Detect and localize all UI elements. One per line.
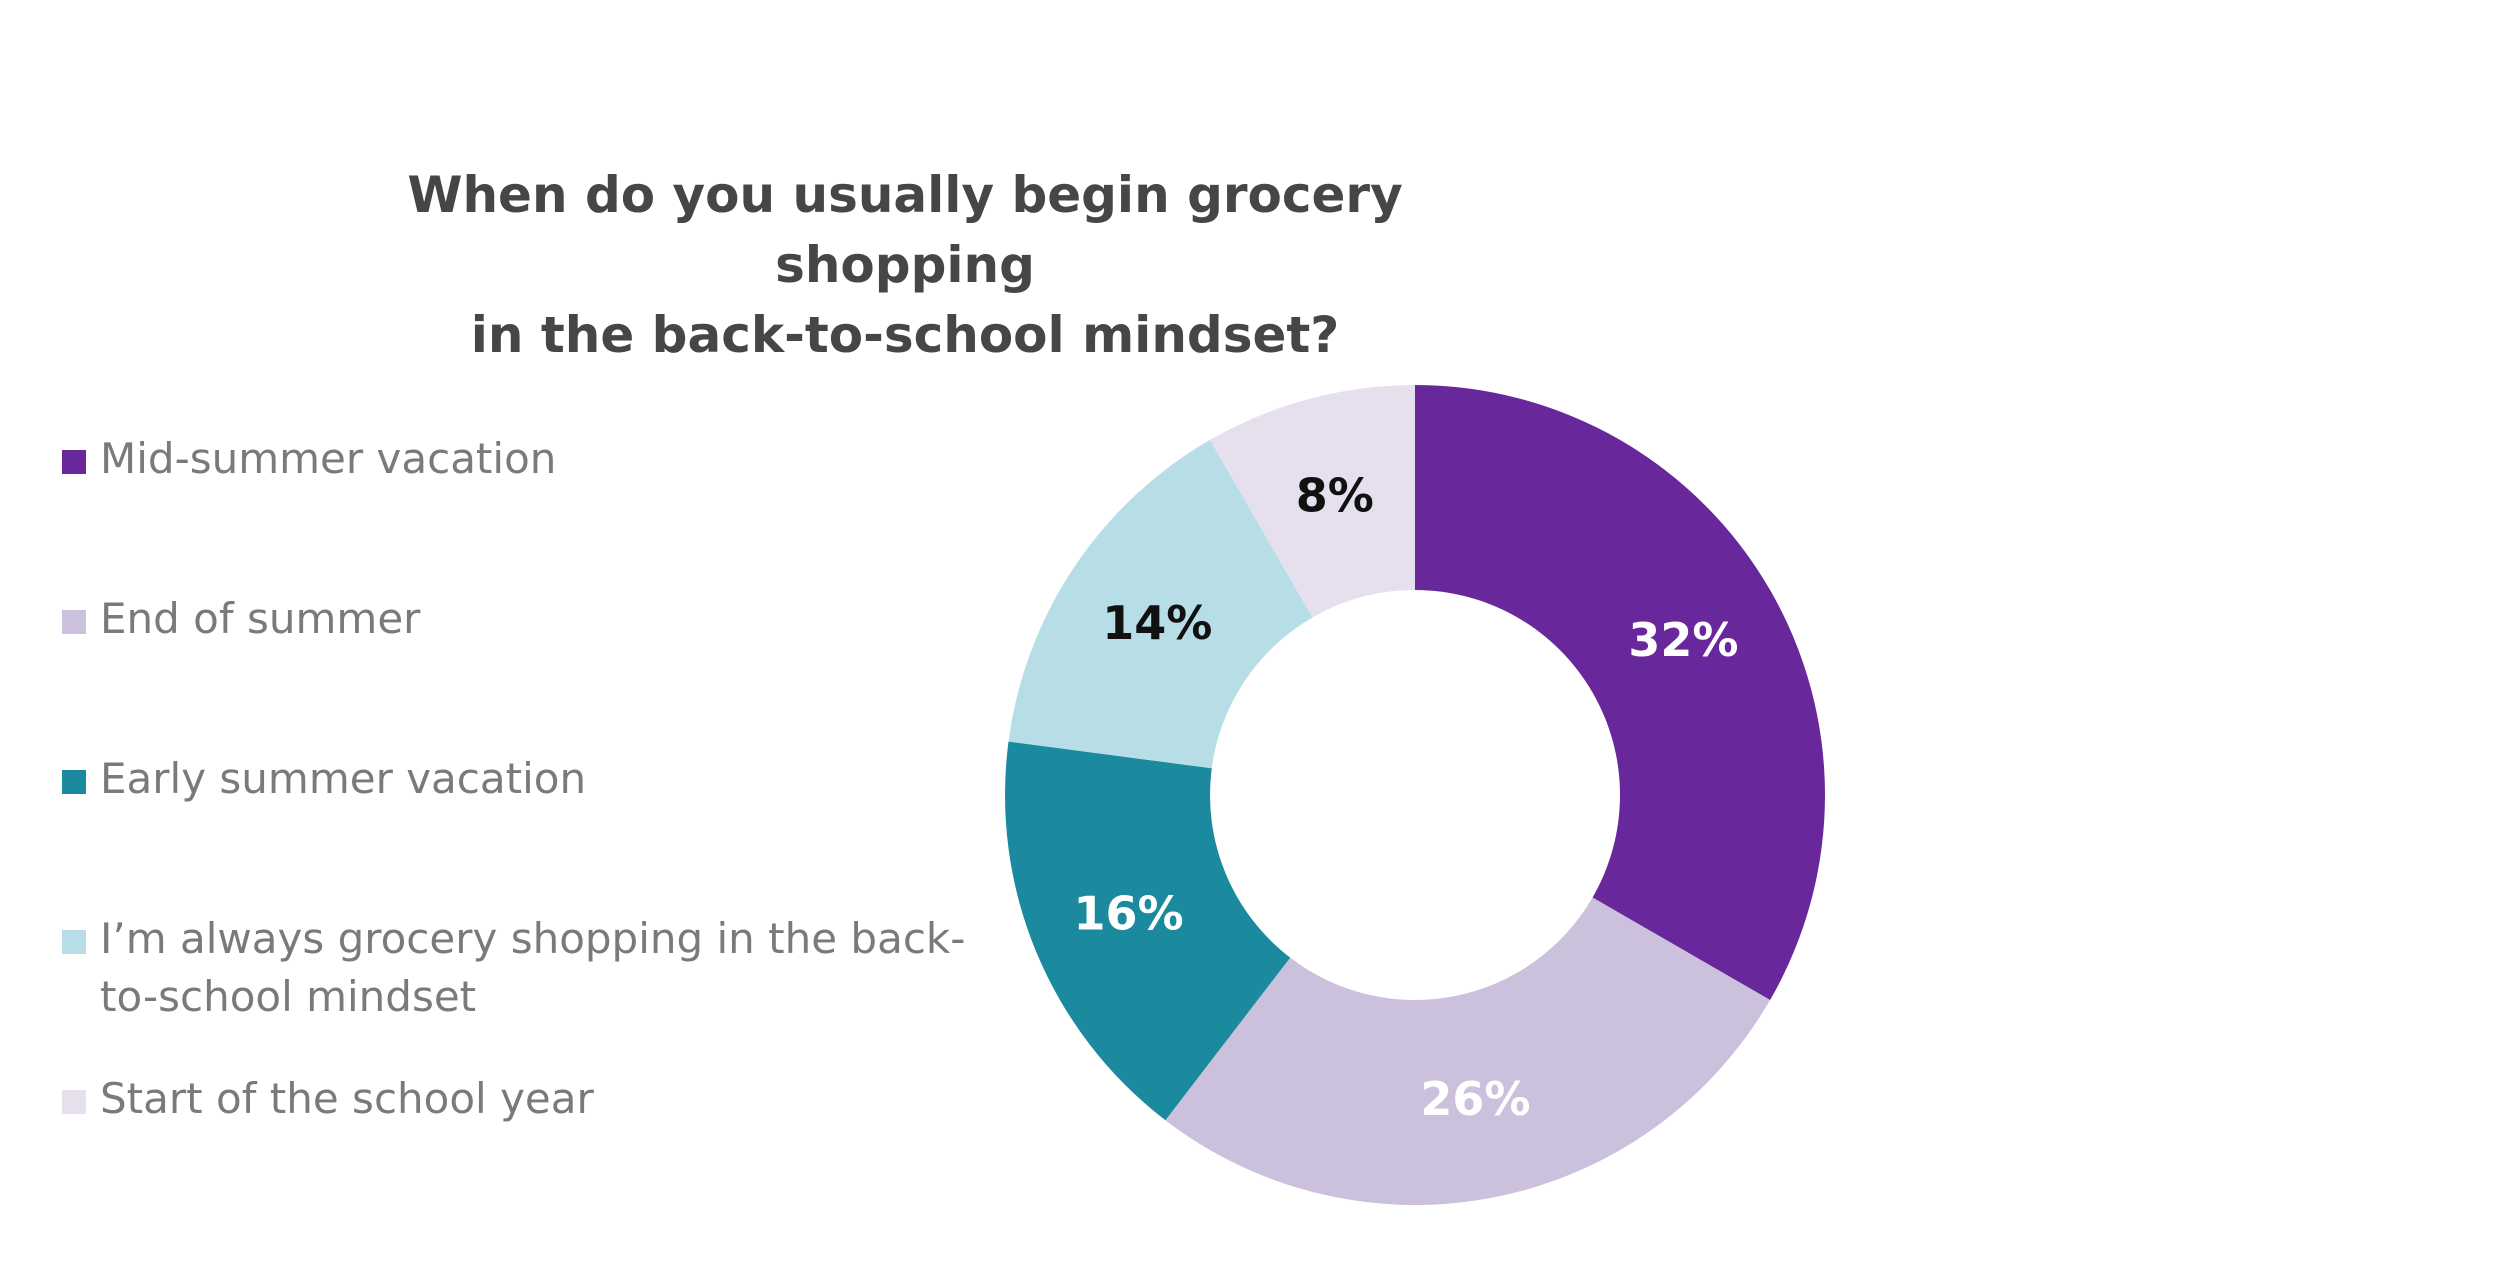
- legend-swatch: [62, 1090, 86, 1114]
- legend-item-early-summer-vacation: Early summer vacation: [62, 750, 1000, 808]
- legend-item-mid-summer-vacation: Mid-summer vacation: [62, 430, 1000, 488]
- legend-label: Start of the school year: [100, 1074, 594, 1123]
- donut-slice-label-3: 14%: [1102, 596, 1212, 650]
- legend-swatch: [62, 450, 86, 474]
- donut-slice-2: [1005, 741, 1291, 1121]
- legend-label: Mid-summer vacation: [100, 434, 557, 483]
- donut-slice-label-0: 32%: [1628, 613, 1738, 667]
- legend-swatch: [62, 610, 86, 634]
- donut-slice-labels: 32% 26% 16% 14% 8%: [1074, 469, 1739, 1126]
- chart-title-line-1: When do you usually begin grocery shoppi…: [407, 166, 1403, 294]
- donut-slice-0: [1415, 385, 1825, 1000]
- chart-title: When do you usually begin grocery shoppi…: [340, 160, 1470, 370]
- donut-slice-label-1: 26%: [1420, 1072, 1530, 1126]
- legend-item-start-of-school-year: Start of the school year: [62, 1070, 1000, 1128]
- donut-slice-3: [1008, 439, 1313, 769]
- chart-title-line-2: in the back-to-school mindset?: [470, 306, 1340, 364]
- legend-label: Early summer vacation: [100, 754, 587, 803]
- donut-slice-4: [1210, 385, 1415, 618]
- legend-swatch: [62, 770, 86, 794]
- legend-label: End of summer: [100, 594, 421, 643]
- donut-slice-1: [1165, 897, 1771, 1205]
- donut-slice-label-2: 16%: [1074, 887, 1184, 941]
- legend-label: I’m always grocery shopping in the back-…: [100, 914, 966, 1021]
- legend-swatch: [62, 930, 86, 954]
- legend-item-always-shopping: I’m always grocery shopping in the back-…: [62, 910, 1000, 1026]
- donut-slice-label-4: 8%: [1296, 469, 1374, 523]
- legend-item-end-of-summer: End of summer: [62, 590, 1000, 648]
- donut-slices: [1005, 385, 1825, 1205]
